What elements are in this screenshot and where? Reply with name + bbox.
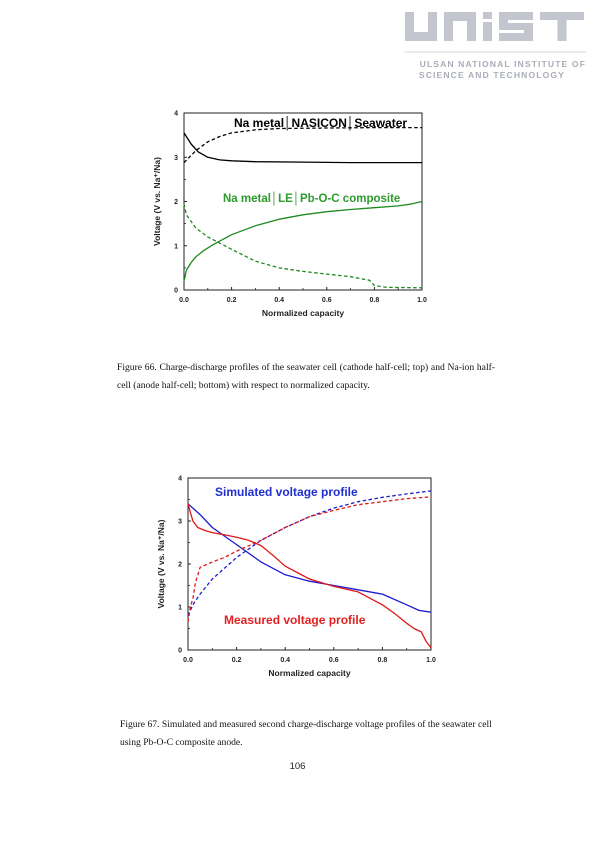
y-tick-label: 1: [178, 605, 182, 612]
annotation-label-2: Measured voltage profile: [224, 613, 366, 627]
institute-line-1: ULSAN NATIONAL INSTITUTE OF: [420, 59, 586, 69]
x-tick-label: 0.6: [322, 297, 332, 304]
page-number: 106: [289, 761, 306, 772]
x-axis-label: Normalized capacity: [268, 668, 350, 678]
series-line-4-dashed: [183, 203, 423, 289]
y-tick-label: 1: [174, 243, 178, 250]
x-tick-label: 0.8: [378, 657, 388, 664]
x-tick-label: 1.0: [417, 297, 427, 304]
annotation-label-2: Na metal│LE│Pb-O-C composite: [223, 191, 400, 206]
series-line-3: [187, 503, 432, 649]
y-tick-label: 2: [174, 199, 178, 206]
y-tick-label: 0: [174, 288, 178, 295]
figure-66-chart: 0.0 0.2 0.4 0.6 0.8 1.0 0 1 2 3 4 Normalized capaci…: [152, 111, 427, 319]
y-axis-label: Voltage (V vs. Na⁺/Na): [152, 157, 162, 246]
y-tick-label: 3: [178, 519, 182, 526]
unist-logo: ULSAN NATIONAL INSTITUTE OF SCIENCE AND …: [404, 12, 586, 80]
y-tick-label: 2: [178, 562, 182, 569]
x-tick-label: 0.6: [329, 657, 339, 664]
y-tick-label: 0: [178, 648, 182, 655]
y-tick-label: 4: [174, 111, 178, 118]
y-axis-label: Voltage (V vs. Na⁺/Na): [156, 519, 166, 608]
series-line-3: [183, 200, 423, 282]
institute-line-2: SCIENCE AND TECHNOLOGY: [419, 70, 565, 80]
figure-67-chart: 0.0 0.2 0.4 0.6 0.8 1.0 0 1 2 3 4 Normalized capaci…: [156, 476, 436, 679]
y-tick-label: 3: [174, 155, 178, 162]
series-line-4-dashed: [187, 496, 432, 623]
series-line-2-dashed: [183, 126, 422, 164]
annotation-label-1: Simulated voltage profile: [215, 485, 358, 499]
x-tick-label: 0.8: [370, 297, 380, 304]
figure-67-caption: Figure 67. Simulated and measured second…: [120, 718, 492, 749]
series-line-1: [187, 503, 432, 613]
x-tick-label: 0.0: [183, 657, 193, 664]
annotation-label-1: Na metal│NASICON│Seawater: [234, 116, 407, 131]
x-tick-label: 0.2: [232, 657, 242, 664]
series-line-2-dashed: [187, 490, 432, 616]
x-tick-label: 0.2: [227, 297, 237, 304]
unist-logo-mark: [405, 12, 584, 41]
series-line-1: [183, 132, 422, 164]
x-tick-label: 0.0: [179, 297, 189, 304]
x-tick-label: 0.4: [280, 657, 290, 664]
x-tick-label: 1.0: [426, 657, 436, 664]
figure-66-caption: Figure 66. Charge-discharge profiles of …: [117, 361, 495, 392]
y-tick-label: 4: [178, 476, 182, 483]
x-axis-label: Normalized capacity: [262, 308, 344, 318]
x-tick-label: 0.4: [274, 297, 284, 304]
